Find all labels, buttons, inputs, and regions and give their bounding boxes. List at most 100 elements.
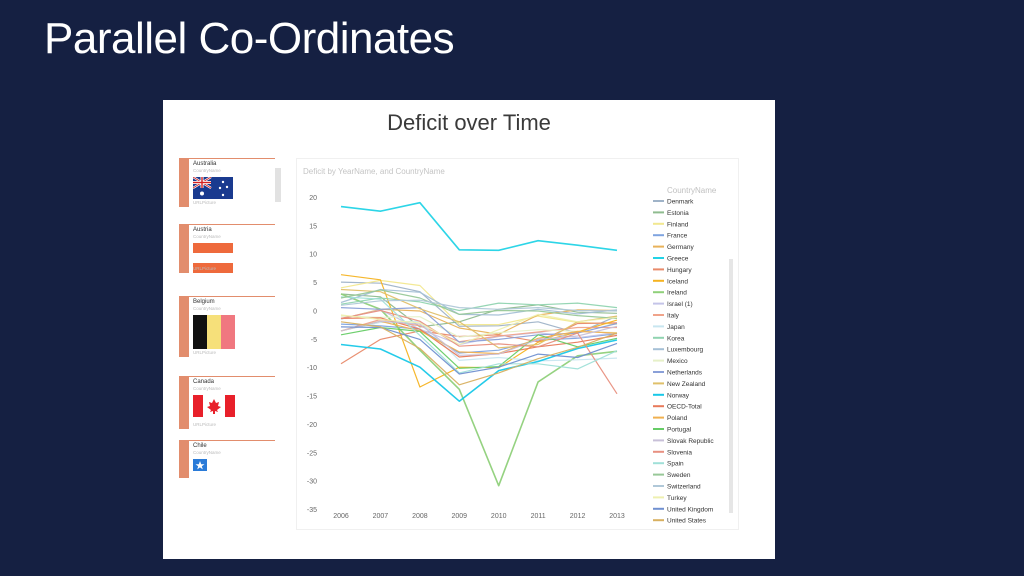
slicer-item-accent	[179, 441, 189, 478]
y-tick-label: 10	[309, 252, 317, 259]
canada-flag-icon	[193, 395, 235, 417]
series-line-luxembourg[interactable]	[340, 288, 618, 316]
chart-plot: 20 15 10 5 0 -5 -10 -15 -20 -25 -30 -35 2006 2007 200…	[307, 186, 733, 525]
legend-item[interactable]: Netherlands	[667, 370, 703, 377]
legend-item[interactable]: Korea	[667, 335, 685, 342]
slide-title: Parallel Co-Ordinates	[44, 14, 455, 63]
slicer-item-footer: URLPicture	[193, 350, 217, 355]
series-line-sweden[interactable]	[340, 289, 618, 319]
series-line-spain[interactable]	[340, 296, 618, 374]
slicer-item-caption: CountryName	[193, 450, 221, 455]
slicer-item-caption: CountryName	[193, 168, 221, 173]
legend-item[interactable]: Spain	[667, 461, 684, 468]
series-line-korea[interactable]	[340, 297, 618, 312]
slicer-item-label: Canada	[193, 379, 215, 385]
slicer-item-footer: URLPicture	[193, 200, 217, 205]
slicer-item-footer: URLPicture	[193, 422, 217, 427]
x-tick-label: 2010	[491, 513, 507, 520]
legend-item[interactable]: Estonia	[667, 210, 689, 217]
legend-item[interactable]: United States	[667, 518, 707, 525]
series-line-united-states[interactable]	[340, 321, 618, 386]
slicer-item-australia[interactable]: Australia CountryName URLPicture	[179, 158, 275, 207]
y-tick-label: 5	[313, 280, 317, 287]
legend-item[interactable]: Israel (1)	[667, 301, 693, 308]
series-line-hungary[interactable]	[340, 322, 618, 365]
x-tick-label: 2013	[609, 513, 625, 520]
x-tick-label: 2012	[570, 513, 586, 520]
belgium-flag-icon	[193, 315, 235, 349]
slicer-scrollbar[interactable]	[275, 168, 281, 202]
series-line-portugal[interactable]	[340, 326, 618, 369]
legend-item[interactable]: Denmark	[667, 199, 694, 206]
y-tick-label: -35	[307, 507, 317, 514]
series-line-turkey[interactable]	[340, 313, 618, 346]
slicer-item-chile[interactable]: Chile CountryName	[179, 440, 275, 478]
slicer-item-caption: CountryName	[193, 386, 221, 391]
legend-item[interactable]: Luxembourg	[667, 347, 704, 354]
legend-item[interactable]: Italy	[667, 313, 680, 320]
legend-item[interactable]: Hungary	[667, 267, 692, 274]
series-line-poland[interactable]	[340, 320, 618, 355]
legend-item[interactable]: United Kingdom	[667, 506, 713, 513]
series-line-new-zealand[interactable]	[340, 288, 618, 349]
legend-item[interactable]: Greece	[667, 256, 689, 263]
series-line-greece[interactable]	[340, 201, 618, 252]
legend-item[interactable]: Slovak Republic	[667, 438, 714, 445]
series-line-france[interactable]	[340, 323, 618, 354]
series-line-norway[interactable]	[340, 339, 618, 402]
y-tick-label: -5	[311, 337, 317, 344]
y-tick-label: 15	[309, 223, 317, 230]
legend-item[interactable]: Mexico	[667, 358, 688, 365]
slicer-item-accent	[179, 377, 189, 429]
series-line-slovenia[interactable]	[340, 309, 618, 395]
legend-item[interactable]: Iceland	[667, 278, 688, 285]
series-line-switzerland[interactable]	[340, 299, 618, 312]
slicer-item-label: Belgium	[193, 299, 215, 305]
x-tick-label: 2006	[333, 513, 349, 520]
legend-scrollbar[interactable]	[729, 259, 733, 513]
legend-item[interactable]: Ireland	[667, 290, 687, 297]
slicer-item-caption: CountryName	[193, 306, 221, 311]
slicer-item-footer: URLPicture	[193, 266, 217, 271]
slicer-item-canada[interactable]: Canada CountryName URLPicture	[179, 376, 275, 429]
slicer-item-label: Australia	[193, 161, 217, 167]
y-tick-label: -10	[307, 365, 317, 372]
report-title: Deficit over Time	[387, 110, 551, 135]
legend-item[interactable]: Portugal	[667, 427, 692, 434]
slicer-item-label: Chile	[193, 443, 207, 449]
y-tick-label: 0	[313, 308, 317, 315]
chart-subtitle: Deficit by YearName, and CountryName	[303, 167, 445, 176]
x-tick-label: 2009	[451, 513, 467, 520]
y-tick-label: -15	[307, 394, 317, 401]
series-line-united-kingdom[interactable]	[340, 326, 618, 375]
legend-item[interactable]: OECD-Total	[667, 404, 702, 411]
series-line-netherlands[interactable]	[340, 307, 618, 343]
slicer-item-accent	[179, 159, 189, 207]
legend-item[interactable]: Norway	[667, 392, 690, 399]
chile-flag-icon	[193, 459, 207, 471]
legend-item[interactable]: Poland	[667, 415, 688, 422]
slicer-item-caption: CountryName	[193, 234, 221, 239]
legend-item[interactable]: Slovenia	[667, 449, 692, 456]
y-tick-label: 20	[309, 195, 317, 202]
legend-title: CountryName	[667, 186, 717, 195]
slicer-item-belgium[interactable]: Belgium CountryName URLPicture	[179, 296, 275, 357]
legend-item[interactable]: Sweden	[667, 472, 691, 479]
series-line-finland[interactable]	[340, 279, 618, 326]
legend-item[interactable]: New Zealand	[667, 381, 706, 388]
legend-item[interactable]: Switzerland	[667, 484, 701, 491]
legend-item[interactable]: Germany	[667, 244, 694, 251]
legend-item[interactable]: Japan	[667, 324, 685, 331]
legend-item[interactable]: Finland	[667, 221, 689, 228]
y-tick-label: -25	[307, 450, 317, 457]
legend-item[interactable]: Turkey	[667, 495, 687, 502]
report-canvas: Deficit over Time Australia CountryName	[163, 100, 775, 559]
slicer-item-austria[interactable]: Austria CountryName URLPicture	[179, 224, 275, 273]
x-tick-label: 2008	[412, 513, 428, 520]
x-tick-label: 2011	[531, 513, 546, 520]
y-tick-label: -30	[307, 479, 317, 486]
country-slicer[interactable]: Australia CountryName URLPicture	[179, 158, 283, 478]
series-line-slovak-republic[interactable]	[340, 320, 618, 356]
slicer-item-accent	[179, 225, 189, 273]
legend-item[interactable]: France	[667, 233, 688, 240]
